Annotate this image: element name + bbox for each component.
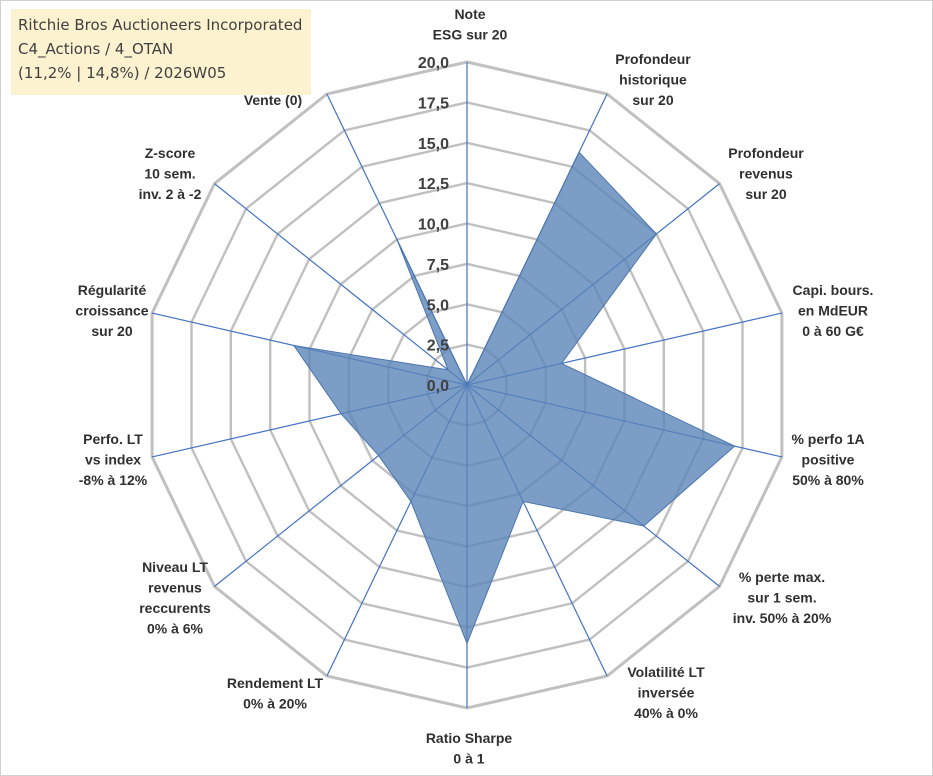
tick-label-7: 17,5 (418, 95, 449, 112)
chart-subtitle-category: C4_Actions / 4_OTAN (18, 40, 174, 58)
axis-label-8-line-1: 0% à 20% (243, 696, 307, 712)
axis-label-3-line-1: en MdEUR (798, 303, 868, 319)
data-point-13 (396, 239, 397, 240)
axis-label-4-line-0: % perfo 1A (791, 431, 864, 447)
axis-label-12-line-1: 10 sem. (144, 166, 195, 182)
axis-label-11-line-2: sur 20 (91, 323, 132, 339)
chart-subtitle-stats: (11,2% | 14,8%) / 2026W05 (18, 64, 227, 82)
axis-label-2-line-0: Profondeur (728, 145, 804, 161)
axis-label-6: Volatilité LT inversée 40% à 0% (627, 664, 705, 721)
axis-label-5-line-2: inv. 50% à 20% (733, 610, 832, 626)
data-point-6 (523, 501, 524, 502)
data-point-11 (293, 345, 294, 346)
data-point-2 (656, 233, 657, 234)
axis-label-5-line-0: % perte max. (739, 569, 825, 585)
radar-series (292, 151, 736, 645)
axis-label-10: Perfo. LT vs index -8% à 12% (79, 431, 148, 488)
data-point-10 (340, 413, 341, 414)
axis-label-12-line-0: Z-score (145, 145, 196, 161)
axis-label-12: Z-score 10 sem. inv. 2 à -2 (139, 145, 202, 202)
axis-label-5-line-1: sur 1 sem. (747, 590, 816, 606)
axis-label-8: Rendement LT 0% à 20% (227, 675, 324, 712)
axis-label-3-line-0: Capi. bours. (793, 282, 874, 298)
data-point-5 (643, 525, 644, 526)
axis-labels: Note ESG sur 20 Profondeur historique sur 20… (75, 6, 873, 767)
tick-label-6: 15,0 (418, 136, 449, 153)
axis-label-7: Ratio Sharpe 0 à 1 (426, 730, 513, 767)
axis-label-1-line-1: historique (619, 72, 687, 88)
axis-label-9: Niveau LT revenus reccurents 0% à 6% (139, 559, 211, 637)
axis-label-3: Capi. bours. en MdEUR 0 à 60 G€ (793, 282, 874, 339)
tick-label-3: 7,5 (427, 257, 449, 274)
data-point-0 (466, 384, 467, 385)
axis-label-2-line-1: revenus (739, 166, 793, 182)
data-point-4 (734, 446, 735, 447)
axis-label-6-line-1: inversée (638, 685, 695, 701)
axis-label-10-line-2: -8% à 12% (79, 472, 148, 488)
axis-label-9-line-0: Niveau LT (142, 559, 208, 575)
data-point-1 (579, 152, 580, 153)
data-point-7 (466, 643, 467, 644)
axis-label-11: Régularité croissance sur 20 (75, 282, 148, 339)
axis-label-0-line-0: Note (454, 6, 485, 22)
axis-label-9-line-1: revenus (148, 580, 202, 596)
axis-label-4-line-2: 50% à 80% (792, 472, 864, 488)
data-point-12 (448, 369, 449, 370)
axis-label-7-line-1: 0 à 1 (453, 751, 484, 767)
axis-label-9-line-2: reccurents (139, 600, 211, 616)
axis-label-0-line-1: ESG sur 20 (433, 27, 508, 43)
series-area-0 (292, 151, 736, 645)
axis-label-4-line-1: positive (802, 452, 855, 468)
axis-label-1-line-0: Profondeur (615, 51, 691, 67)
axis-label-10-line-1: vs index (85, 452, 141, 468)
spoke-12 (214, 183, 468, 386)
axis-label-11-line-1: croissance (75, 303, 148, 319)
axis-label-10-line-0: Perfo. LT (83, 431, 143, 447)
axis-label-8-line-0: Rendement LT (227, 675, 324, 691)
tick-label-4: 10,0 (418, 217, 449, 234)
axis-label-3-line-2: 0 à 60 G€ (802, 323, 864, 339)
axis-label-4: % perfo 1A positive 50% à 80% (791, 431, 864, 488)
tick-label-1: 2,5 (427, 338, 449, 355)
axis-label-13-line-2: Vente (0) (244, 92, 302, 108)
chart-title-box: Ritchie Bros Auctioneers Incorporated C4… (11, 9, 311, 95)
axis-label-6-line-0: Volatilité LT (627, 664, 705, 680)
tick-label-0: 0,0 (427, 378, 449, 395)
data-point-3 (561, 363, 562, 364)
radial-tick-labels: 0,0 2,5 5,0 7,5 10,0 12,5 15,0 17,5 20,0 (418, 55, 449, 395)
axis-label-1-line-2: sur 20 (632, 92, 673, 108)
axis-label-11-line-0: Régularité (78, 282, 147, 298)
axis-label-5: % perte max. sur 1 sem. inv. 50% à 20% (733, 569, 832, 626)
data-point-8 (410, 501, 411, 502)
axis-label-6-line-2: 40% à 0% (634, 705, 698, 721)
axis-label-9-line-3: 0% à 6% (147, 621, 204, 637)
tick-label-8: 20,0 (418, 55, 449, 72)
tick-label-5: 12,5 (418, 176, 449, 193)
axis-label-12-line-2: inv. 2 à -2 (139, 186, 202, 202)
axis-label-7-line-0: Ratio Sharpe (426, 730, 513, 746)
axis-label-1: Profondeur historique sur 20 (615, 51, 691, 108)
tick-label-2: 5,0 (427, 297, 449, 314)
data-point-9 (378, 455, 379, 456)
axis-label-2: Profondeur revenus sur 20 (728, 145, 804, 202)
axis-label-0: Note ESG sur 20 (433, 6, 508, 43)
chart-title: Ritchie Bros Auctioneers Incorporated (18, 16, 303, 34)
axis-label-2-line-2: sur 20 (745, 186, 786, 202)
